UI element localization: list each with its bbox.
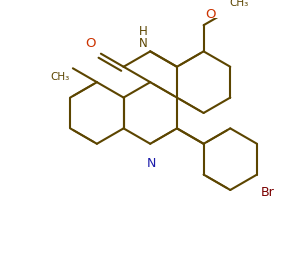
Text: Br: Br [261,186,275,199]
Text: O: O [205,7,216,21]
Text: N: N [146,157,156,170]
Text: CH₃: CH₃ [229,0,248,8]
Text: H
N: H N [139,25,148,50]
Text: CH₃: CH₃ [50,72,69,82]
Text: O: O [85,37,95,50]
